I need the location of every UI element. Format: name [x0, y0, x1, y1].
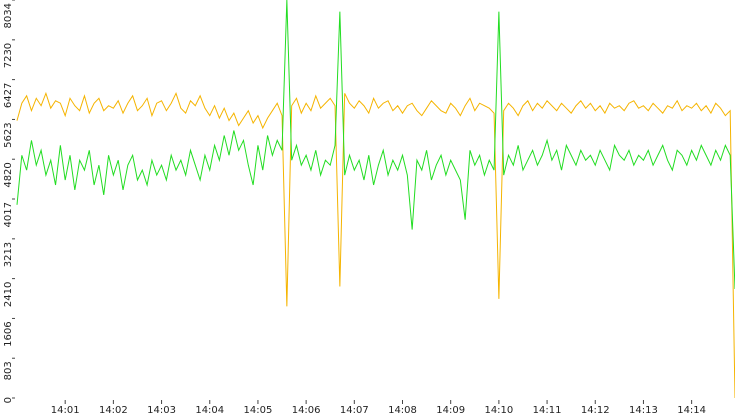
- y-tick-label: 8034: [3, 3, 14, 28]
- x-tick-label: 14:03: [147, 405, 176, 415]
- x-tick-label: 14:07: [340, 405, 369, 415]
- x-tick-label: 14:11: [533, 405, 562, 415]
- x-tick-label: 14:12: [581, 405, 610, 415]
- x-tick-label: 14:05: [244, 405, 273, 415]
- x-tick-label: 14:08: [388, 405, 417, 415]
- x-tick-label: 14:04: [195, 405, 224, 415]
- y-tick-label: 5623: [3, 122, 14, 147]
- y-tick-label: 3213: [3, 242, 14, 267]
- series-line: [16, 0, 735, 290]
- y-tick-label: 7230: [3, 43, 14, 68]
- y-tick-label: 0: [3, 397, 14, 403]
- y-tick-label: 4820: [3, 162, 14, 187]
- x-tick-label: 14:06: [292, 405, 321, 415]
- y-tick-label: 2410: [3, 282, 14, 307]
- x-tick-label: 14:14: [677, 405, 706, 415]
- x-tick-label: 14:10: [484, 405, 513, 415]
- x-tick-label: 14:01: [51, 405, 80, 415]
- x-tick-label: 14:09: [436, 405, 465, 415]
- y-tick-label: 803: [3, 361, 14, 380]
- y-tick-label: 1606: [3, 321, 14, 346]
- x-tick-label: 14:02: [99, 405, 128, 415]
- series-line: [16, 91, 735, 399]
- x-tick-label: 14:13: [629, 405, 658, 415]
- y-tick-label: 4017: [3, 202, 14, 227]
- y-tick-label: 6427: [3, 83, 14, 108]
